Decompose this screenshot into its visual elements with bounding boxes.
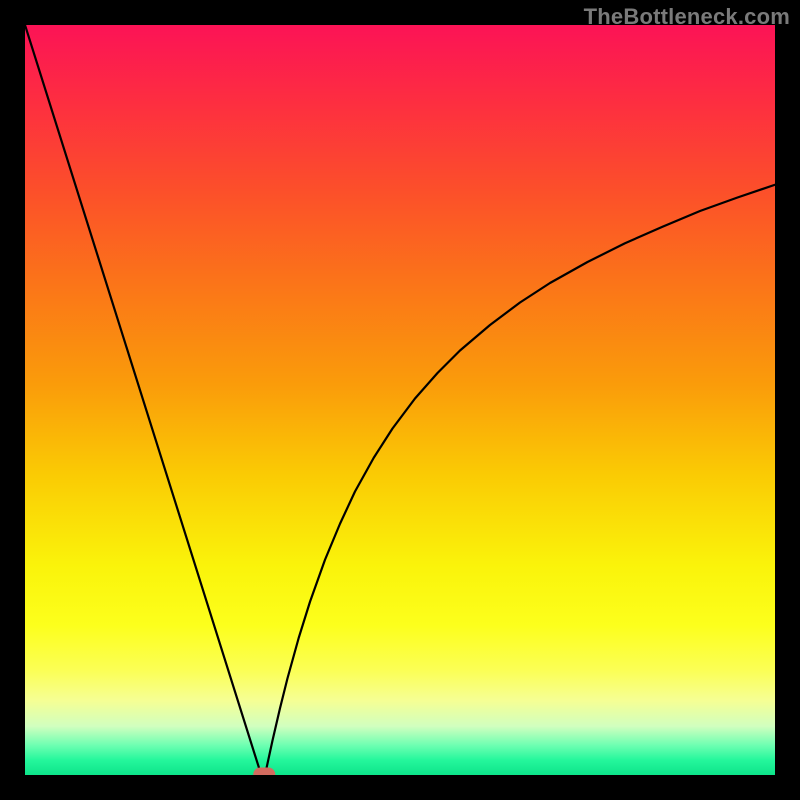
chart-background — [25, 25, 775, 775]
watermark-text: TheBottleneck.com — [584, 4, 790, 30]
chart-frame: TheBottleneck.com — [0, 0, 800, 800]
bottleneck-chart — [0, 0, 800, 800]
